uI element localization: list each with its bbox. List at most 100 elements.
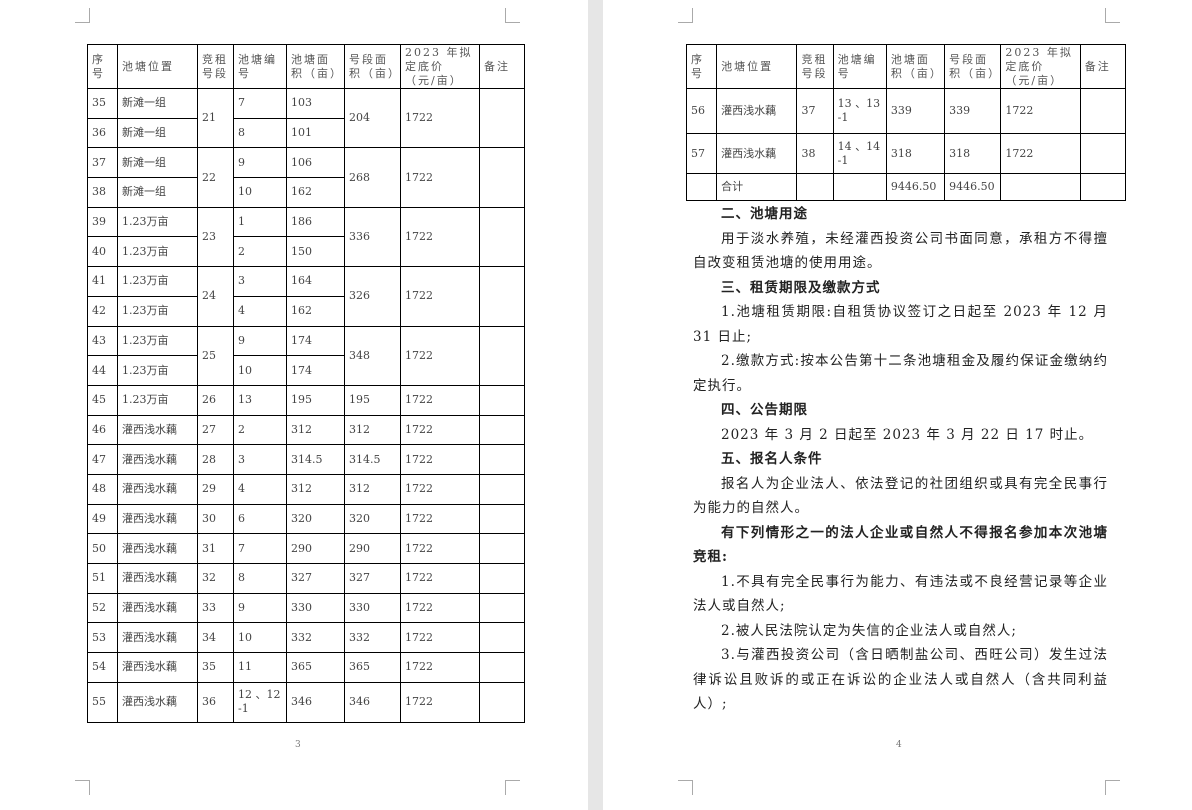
table-cell: 320 xyxy=(344,503,401,535)
column-header: 序号 xyxy=(685,44,718,89)
column-header: 池塘面积（亩） xyxy=(885,44,946,89)
table-cell: 1722 xyxy=(400,592,480,624)
table-cell: 24 xyxy=(197,266,234,327)
column-header: 池塘编号 xyxy=(832,44,887,89)
table-cell: 45 xyxy=(87,384,118,416)
table-cell: 新滩一组 xyxy=(117,88,198,119)
table-cell: 1722 xyxy=(400,414,480,446)
table-cell: 290 xyxy=(344,533,401,564)
table-cell: 42 xyxy=(87,295,118,327)
table-cell: 2 xyxy=(233,414,287,446)
table-cell: 1722 xyxy=(400,325,480,386)
table-cell: 7 xyxy=(233,88,287,119)
table-cell: 312 xyxy=(344,473,401,505)
table-cell: 348 xyxy=(344,325,401,386)
table-row: 38 新滩一组 10 162 xyxy=(87,177,525,208)
table-cell: 21 xyxy=(197,87,234,149)
table-cell: 36 xyxy=(87,117,118,149)
table-cell: 30 xyxy=(197,503,234,535)
table-cell: 318 xyxy=(885,133,946,174)
table-cell: 1722 xyxy=(400,384,480,416)
table-cell xyxy=(479,384,525,416)
table-cell: 195 xyxy=(286,384,345,416)
table-cell: 7 xyxy=(233,533,287,564)
column-header: 竞租号段 xyxy=(197,44,234,89)
table-cell: 10 xyxy=(233,355,287,386)
table-cell: 174 xyxy=(286,325,345,357)
table-row: 35 新滩一组 21 7 103 204 1722 xyxy=(87,87,525,149)
table-cell: 290 xyxy=(286,533,345,564)
table-cell: 25 xyxy=(197,325,234,386)
pond-table-page-4: 序号 池塘位置 竞租号段 池塘编号 池塘面积（亩） 号段面积（亩） 2023 年拟定底价（元… xyxy=(685,44,1127,201)
table-cell: 34 xyxy=(197,622,234,654)
table-cell: 57 xyxy=(685,133,718,174)
table-cell xyxy=(479,147,525,208)
table-cell xyxy=(479,533,525,564)
table-cell: 174 xyxy=(286,355,345,386)
table-cell: 314.5 xyxy=(286,444,345,475)
table-cell: 1722 xyxy=(400,563,480,594)
table-cell: 46 xyxy=(87,414,118,446)
table-row: 45 1.23万亩 26 13 195 195 1722 xyxy=(87,384,525,416)
header-row: 序号 池塘位置 竞租号段 池塘编号 池塘面积（亩） 号段面积（亩） 2023 年拟定底价（元… xyxy=(685,44,1127,89)
table-cell: 1722 xyxy=(400,266,480,327)
paragraph: 2.被人民法院认定为失信的企业法人或自然人; xyxy=(721,622,1017,639)
table-cell: 35 xyxy=(87,88,118,119)
table-cell: 12 、12-1 xyxy=(233,681,287,723)
table-row: 56 灌西浅水藕 37 13 、13-1 339 339 1722 xyxy=(685,88,1127,134)
table-row: 36 新滩一组 8 101 xyxy=(87,117,525,149)
table-cell: 灌西浅水藕 xyxy=(716,133,798,174)
paragraph: 报名人为企业法人、依法登记的社团组织或具有完全民事行为能力的自然人。 xyxy=(693,475,1108,517)
table-cell: 14 、14-1 xyxy=(832,133,887,174)
corner-mark xyxy=(678,8,693,23)
table-cell: 1.23万亩 xyxy=(117,236,198,268)
table-cell: 灌西浅水藕 xyxy=(117,444,198,475)
section-heading: 五、报名人条件 xyxy=(721,451,823,467)
table-cell: 灌西浅水藕 xyxy=(117,681,198,723)
table-cell: 50 xyxy=(87,533,118,564)
column-header: 备注 xyxy=(1079,44,1127,89)
paragraph: 1.不具有完全民事行为能力、有违法或不良经营记录等企业法人或自然人; xyxy=(693,573,1108,615)
table-row: 39 1.23万亩 23 1 186 336 1722 xyxy=(87,206,525,268)
table-cell: 1.23万亩 xyxy=(117,384,198,416)
table-row: 48 灌西浅水藕 29 4 312 312 1722 xyxy=(87,473,525,505)
column-header: 2023 年拟定底价（元/亩） xyxy=(400,44,480,89)
table-cell: 28 xyxy=(197,444,234,475)
table-cell: 365 xyxy=(286,652,345,683)
table-cell xyxy=(479,681,525,723)
table-cell: 44 xyxy=(87,355,118,386)
table-cell: 1722 xyxy=(400,503,480,535)
table-cell xyxy=(1079,133,1127,174)
table-cell: 9 xyxy=(233,147,287,179)
table-cell: 1722 xyxy=(400,147,480,208)
table-cell: 灌西浅水藕 xyxy=(117,533,198,564)
table-cell: 101 xyxy=(286,117,345,149)
table-cell: 332 xyxy=(286,622,345,654)
section-heading: 有下列情形之一的法人企业或自然人不得报名参加本次池塘竞租: xyxy=(693,524,1108,566)
table-cell xyxy=(479,325,525,386)
column-header: 竞租号段 xyxy=(796,44,834,89)
table-row: 57 灌西浅水藕 38 14 、14-1 318 318 1722 xyxy=(685,133,1127,174)
table-cell: 灌西浅水藕 xyxy=(117,503,198,535)
table-cell: 186 xyxy=(286,206,345,238)
table-cell: 164 xyxy=(286,266,345,297)
corner-mark xyxy=(1105,8,1120,23)
column-header: 池塘面积（亩） xyxy=(286,44,345,89)
paragraph: 2023 年 3 月 2 日起至 2023 年 3 月 22 日 17 时止。 xyxy=(721,426,1094,443)
table-cell: 10 xyxy=(233,177,287,208)
corner-mark xyxy=(505,780,520,795)
corner-mark xyxy=(75,8,90,23)
table-cell: 38 xyxy=(87,177,118,208)
table-cell: 4 xyxy=(233,295,287,327)
table-cell: 346 xyxy=(344,681,401,723)
table-cell xyxy=(479,206,525,268)
header-row: 序号 池塘位置 竞租号段 池塘编号 池塘面积（亩） 号段面积（亩） 2023 年拟定底价（元… xyxy=(87,44,525,89)
table-cell: 36 xyxy=(197,681,234,723)
section-heading: 四、公告期限 xyxy=(721,402,808,418)
table-cell: 22 xyxy=(197,147,234,208)
table-cell: 1722 xyxy=(400,206,480,268)
table-cell: 1722 xyxy=(400,681,480,723)
table-cell: 3 xyxy=(233,444,287,475)
section-heading: 二、池塘用途 xyxy=(721,206,808,222)
table-cell xyxy=(479,503,525,535)
